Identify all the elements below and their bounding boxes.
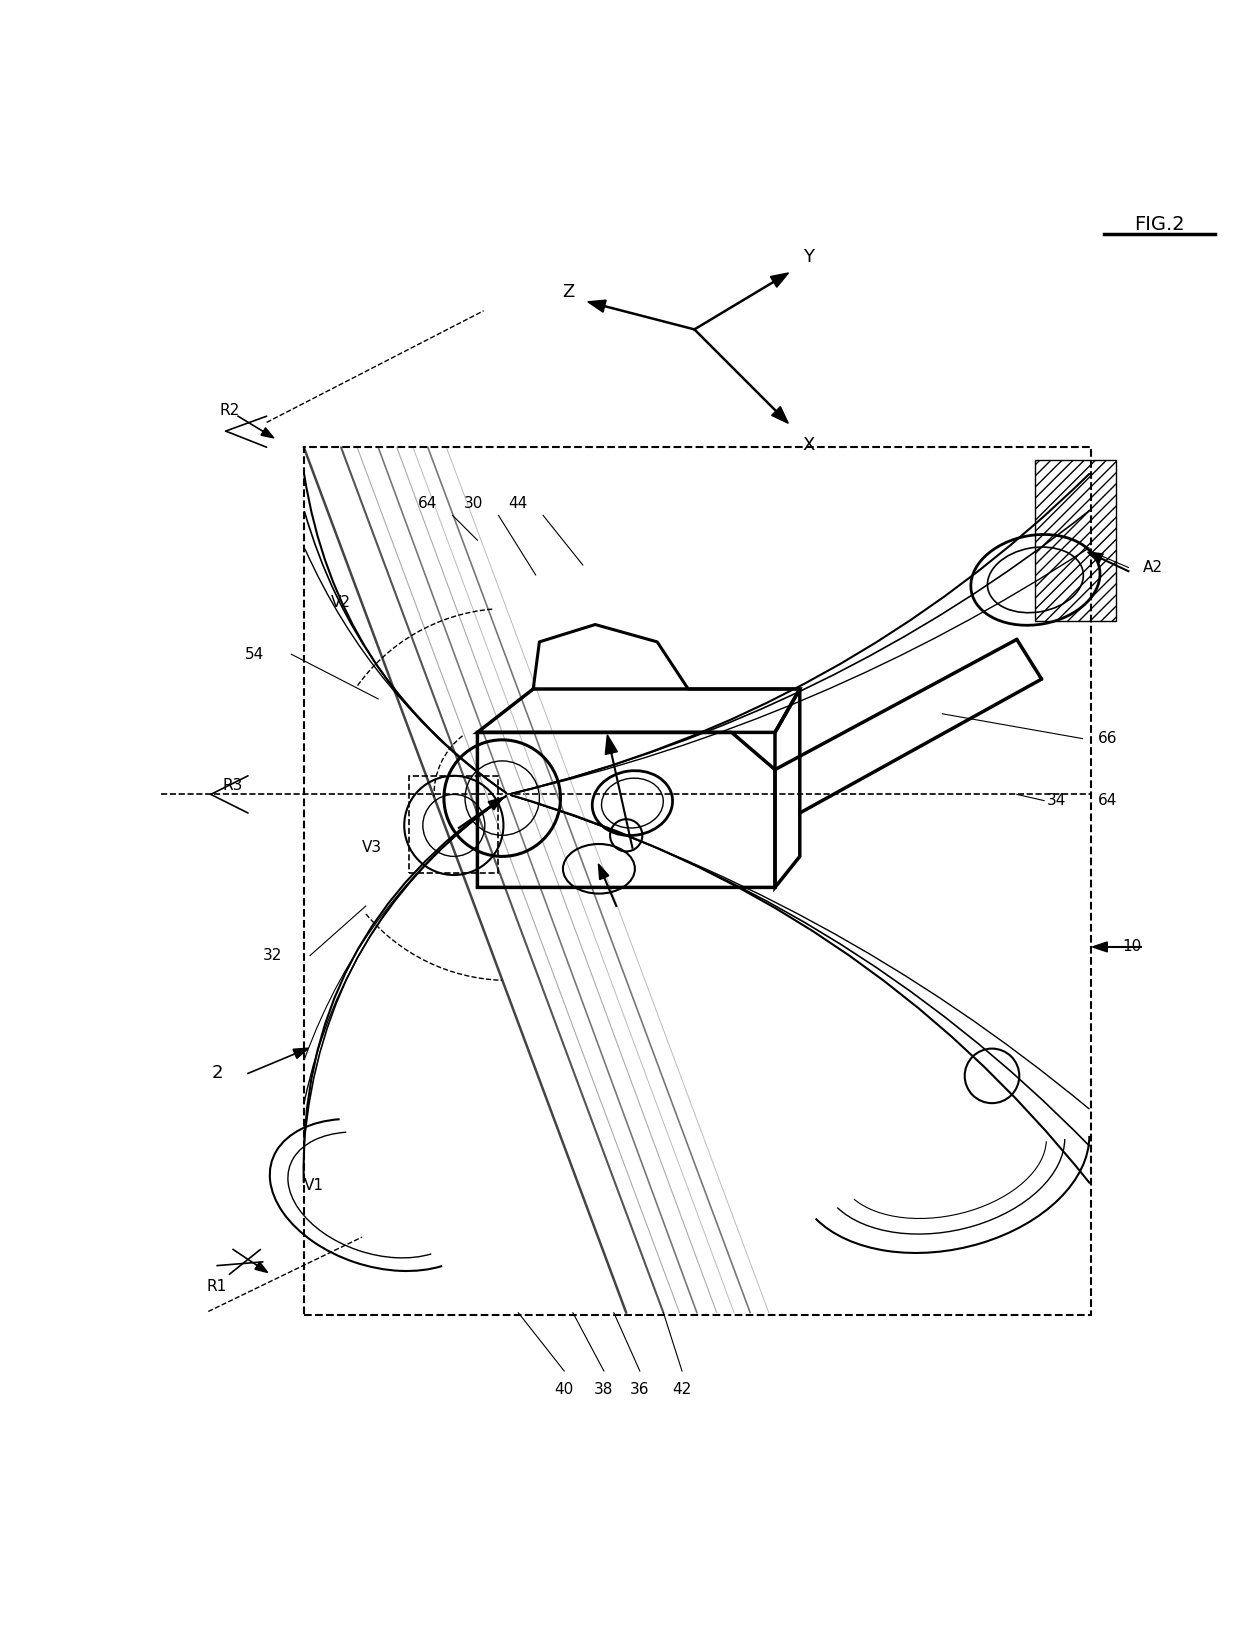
Text: 40: 40 <box>554 1382 574 1397</box>
Text: 64: 64 <box>1097 793 1117 808</box>
Text: 32: 32 <box>263 948 283 963</box>
FancyArrow shape <box>255 1262 268 1273</box>
Text: 54: 54 <box>244 647 264 662</box>
Text: V1: V1 <box>304 1177 324 1192</box>
Text: 42: 42 <box>672 1382 692 1397</box>
FancyArrow shape <box>605 735 618 754</box>
Bar <box>1035 460 1116 621</box>
Text: 38: 38 <box>594 1382 614 1397</box>
Text: FIG.2: FIG.2 <box>1135 215 1184 234</box>
Text: 36: 36 <box>630 1382 650 1397</box>
Text: R2: R2 <box>219 403 239 418</box>
Text: R3: R3 <box>223 779 243 793</box>
Text: V3: V3 <box>362 841 382 855</box>
Bar <box>304 447 1091 1315</box>
FancyArrow shape <box>489 797 503 810</box>
Text: V2: V2 <box>331 595 351 610</box>
FancyArrow shape <box>293 1049 309 1059</box>
FancyArrow shape <box>588 301 606 312</box>
Text: 10: 10 <box>1122 940 1142 954</box>
FancyArrow shape <box>771 406 789 423</box>
Text: 2: 2 <box>211 1065 223 1083</box>
Text: Z: Z <box>562 283 574 301</box>
FancyArrow shape <box>770 273 789 288</box>
Text: A2: A2 <box>1143 559 1163 576</box>
Text: 66: 66 <box>1097 732 1117 746</box>
Text: 30: 30 <box>464 496 484 511</box>
FancyArrow shape <box>599 863 609 880</box>
Text: R1: R1 <box>207 1280 227 1294</box>
Bar <box>409 776 498 873</box>
Text: X: X <box>802 436 815 454</box>
Text: Y: Y <box>804 249 813 267</box>
Text: 34: 34 <box>1047 793 1066 808</box>
FancyArrow shape <box>1092 941 1109 951</box>
Text: 64: 64 <box>418 496 438 511</box>
FancyArrow shape <box>1087 553 1104 563</box>
FancyArrow shape <box>260 428 274 437</box>
Text: 44: 44 <box>508 496 528 511</box>
